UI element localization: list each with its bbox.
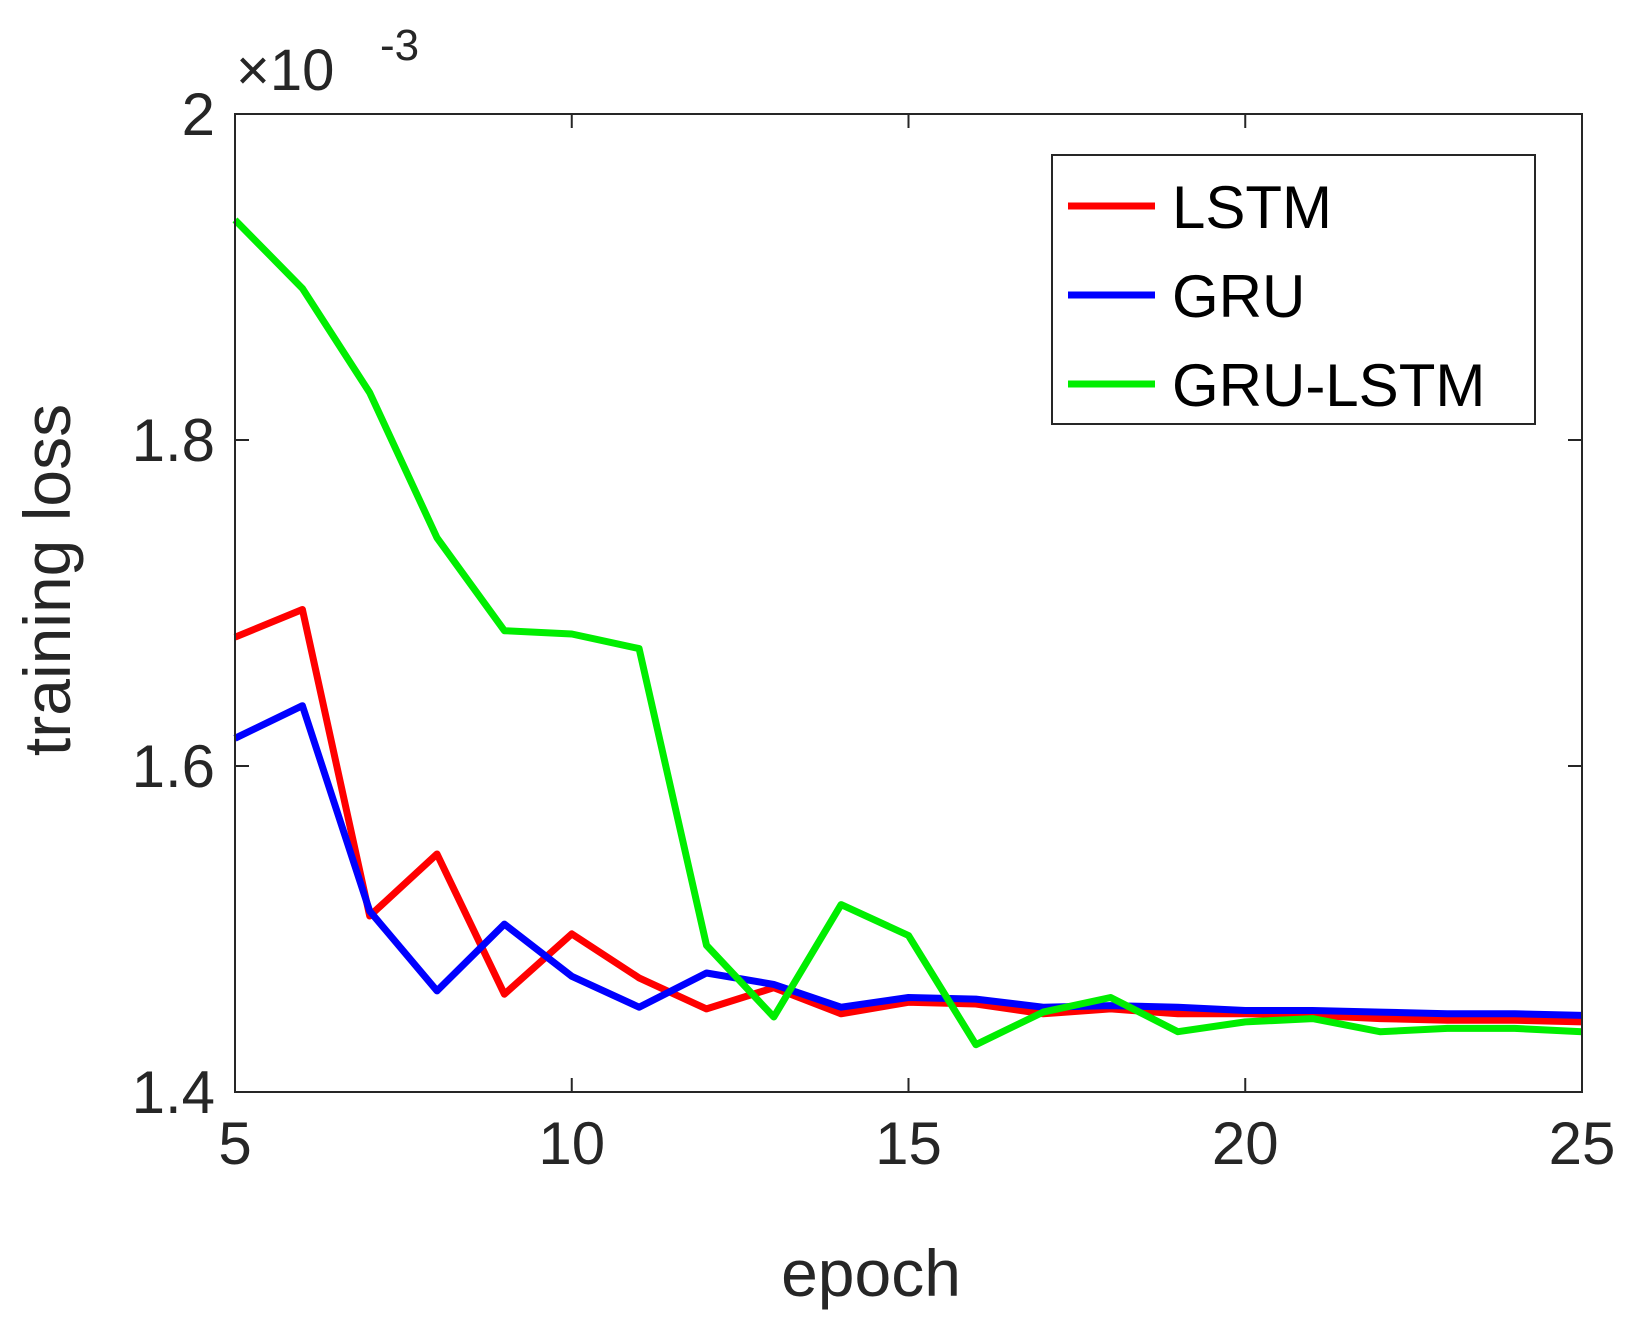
y-exponent-multiplier: ×10 [236,38,334,103]
series-line-gru [233,702,1583,1019]
legend-label: GRU-LSTM [1172,352,1485,419]
y-tick-label: 1.4 [132,1059,215,1126]
series-lines [232,217,1583,1049]
axis-ticks [234,113,1583,1093]
y-axis-label: training loss [10,404,84,756]
x-tick-label: 15 [875,1110,942,1177]
legend-label: LSTM [1172,174,1332,241]
y-tick-label: 2 [182,81,215,148]
x-tick-label: 20 [1212,1110,1279,1177]
legend-box [1051,154,1536,425]
y-tick-label: 1.6 [132,733,215,800]
x-tick-label: 5 [218,1110,251,1177]
tick-labels: 5 10 15 20 25 1.4 1.6 1.8 2 [132,81,1616,1177]
x-tick-label: 25 [1549,1110,1616,1177]
legend-label: GRU [1172,263,1305,330]
x-tick-label: 10 [538,1110,605,1177]
x-axis-label: epoch [781,1236,961,1310]
y-tick-label: 1.8 [132,407,215,474]
legend: LSTM GRU GRU-LSTM [1051,154,1536,425]
series-line-lstm [233,606,1583,1026]
y-exponent-power: -3 [380,21,419,70]
series-line-gru-lstm [232,217,1583,1049]
